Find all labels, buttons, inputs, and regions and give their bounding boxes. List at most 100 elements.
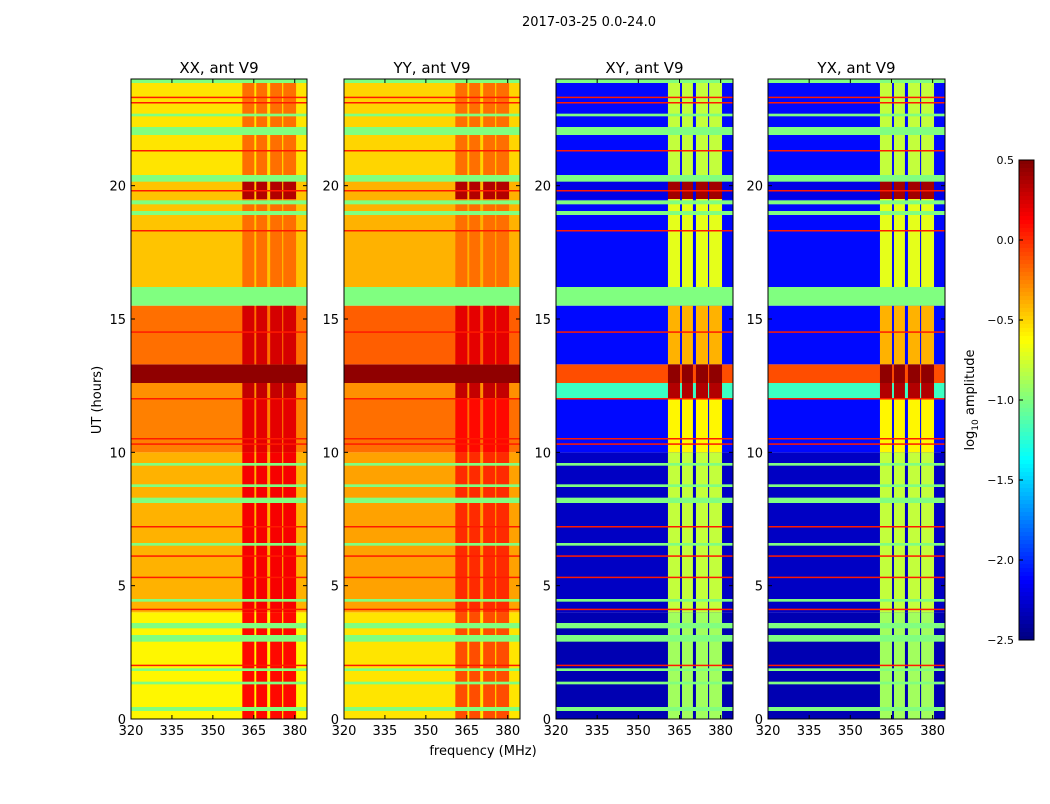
spike-row bbox=[344, 443, 520, 445]
spike-row bbox=[556, 150, 733, 152]
x-tick-label: 320 bbox=[544, 724, 569, 739]
colorbar-swatch bbox=[1019, 264, 1034, 269]
heatmap-cell-rfi bbox=[921, 364, 935, 383]
flagged-row bbox=[768, 287, 945, 306]
flagged-row bbox=[131, 543, 307, 546]
heatmap-cell-rfi bbox=[256, 399, 268, 453]
flagged-row bbox=[556, 463, 733, 466]
flagged-row bbox=[131, 211, 307, 215]
spike-row bbox=[768, 664, 945, 667]
colorbar-swatch bbox=[1019, 380, 1034, 385]
heatmap-cell-rfi bbox=[695, 364, 709, 383]
flagged-row bbox=[556, 113, 733, 117]
spike-row bbox=[556, 398, 733, 400]
y-tick-label: 5 bbox=[755, 580, 763, 595]
spike-row bbox=[556, 190, 733, 192]
heatmap-cell-rfi bbox=[893, 305, 905, 365]
spike-row bbox=[344, 190, 520, 192]
heatmap-cell-rfi bbox=[667, 383, 681, 399]
x-tick-label: 350 bbox=[413, 724, 438, 739]
spike-row bbox=[556, 438, 733, 440]
colorbar-swatch bbox=[1019, 304, 1034, 309]
colorbar-swatch bbox=[1019, 272, 1034, 277]
heatmap-cell-rfi bbox=[483, 305, 496, 365]
y-tick-label: 0 bbox=[755, 713, 763, 728]
spike-row bbox=[556, 443, 733, 445]
heatmap-cell-rfi bbox=[283, 383, 297, 399]
colorbar-swatch bbox=[1019, 428, 1034, 433]
x-tick-label: 380 bbox=[920, 724, 945, 739]
colorbar-swatch bbox=[1019, 348, 1034, 353]
flagged-row bbox=[344, 623, 520, 629]
flagged-row bbox=[131, 681, 307, 685]
x-tick-label: 335 bbox=[373, 724, 398, 739]
spike-row bbox=[556, 576, 733, 579]
heatmap-cell-rfi bbox=[921, 452, 935, 613]
flagged-row bbox=[768, 127, 945, 135]
heatmap-cell-rfi bbox=[469, 180, 481, 199]
colorbar-swatch bbox=[1019, 168, 1034, 173]
colorbar-swatch bbox=[1019, 516, 1034, 521]
colorbar-swatch bbox=[1019, 180, 1034, 185]
heatmap-cell-rfi bbox=[483, 180, 496, 199]
heatmap-cell-rfi bbox=[469, 383, 481, 399]
heatmap-cell-rfi bbox=[455, 452, 468, 613]
spike-row bbox=[768, 331, 945, 333]
colorbar-swatch bbox=[1019, 624, 1034, 629]
flagged-row bbox=[344, 484, 520, 487]
colorbar-swatch bbox=[1019, 360, 1034, 365]
colorbar-swatch bbox=[1019, 240, 1034, 245]
panel-yy: YY, ant V9 320 335 350 365 380 0 5 10 15 20 bbox=[322, 59, 521, 739]
heatmap-cell-rfi bbox=[681, 452, 693, 613]
y-axis-label: UT (hours) bbox=[90, 366, 105, 434]
heatmap-cell-rfi bbox=[907, 364, 921, 383]
heatmap-cell-rfi bbox=[879, 452, 893, 613]
colorbar-swatch bbox=[1019, 424, 1034, 429]
colorbar-swatch bbox=[1019, 252, 1034, 257]
spike-row bbox=[556, 608, 733, 611]
heatmap-cell-rfi bbox=[695, 305, 709, 365]
flagged-row bbox=[768, 707, 945, 711]
colorbar-swatch bbox=[1019, 604, 1034, 609]
colorbar-swatch bbox=[1019, 280, 1034, 285]
colorbar-swatch bbox=[1019, 612, 1034, 617]
colorbar-swatch bbox=[1019, 296, 1034, 301]
heatmap-cell-rfi bbox=[469, 399, 481, 453]
colorbar-swatch bbox=[1019, 376, 1034, 381]
spike-row bbox=[556, 102, 733, 104]
heatmap-cell-rfi bbox=[483, 452, 496, 613]
heatmap-cell-rfi bbox=[893, 180, 905, 199]
panel-title: XX, ant V9 bbox=[179, 59, 258, 77]
panel-xy: XY, ant V9 320 335 350 365 380 0 5 10 15 20 bbox=[534, 59, 734, 739]
heatmap-cell-rfi bbox=[709, 305, 723, 365]
y-tick-label: 20 bbox=[322, 180, 339, 195]
panel-title: XY, ant V9 bbox=[605, 59, 683, 77]
heatmap-cell-rfi bbox=[483, 199, 496, 287]
spike-row bbox=[131, 96, 307, 99]
colorbar-swatch bbox=[1019, 628, 1034, 633]
spike-row bbox=[556, 230, 733, 232]
colorbar-swatch bbox=[1019, 488, 1034, 493]
heatmap-cell-rfi bbox=[921, 305, 935, 365]
colorbar-swatch bbox=[1019, 184, 1034, 189]
x-tick-label: 380 bbox=[282, 724, 307, 739]
colorbar-swatch bbox=[1019, 620, 1034, 625]
x-tick-label: 365 bbox=[879, 724, 904, 739]
flagged-row bbox=[556, 484, 733, 487]
colorbar-tick-label: 0.0 bbox=[997, 234, 1015, 247]
flagged-row bbox=[344, 79, 520, 83]
flagged-row bbox=[131, 127, 307, 135]
y-tick-label: 0 bbox=[543, 713, 551, 728]
flagged-row bbox=[131, 635, 307, 642]
heatmap-cell-rfi bbox=[483, 364, 496, 383]
flagged-row bbox=[344, 707, 520, 711]
colorbar-tick-label: 0.5 bbox=[997, 154, 1015, 167]
heatmap-cell-rfi bbox=[907, 180, 921, 199]
heatmap-cell-rfi bbox=[496, 452, 510, 613]
colorbar-swatch bbox=[1019, 388, 1034, 393]
colorbar-swatch bbox=[1019, 544, 1034, 549]
heatmap-cell-rfi bbox=[242, 383, 255, 399]
colorbar-swatch bbox=[1019, 528, 1034, 533]
